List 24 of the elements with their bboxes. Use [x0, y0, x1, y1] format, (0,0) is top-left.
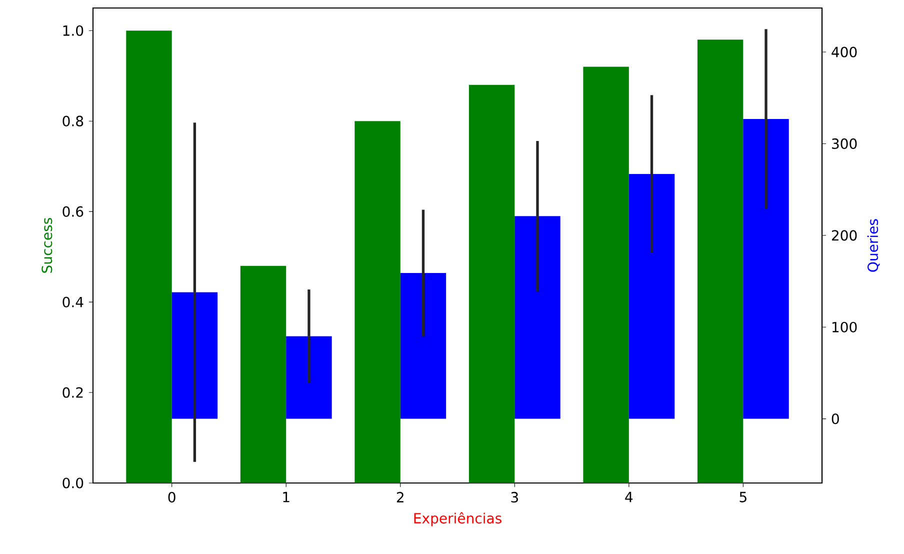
x-tick-label: 4 [625, 492, 633, 502]
bar [126, 30, 172, 483]
bar [240, 266, 286, 483]
y-tick-label: 0.0 [62, 478, 84, 488]
y-tick-label: 0.4 [62, 296, 84, 308]
y-tick-label: 0.8 [62, 116, 84, 126]
x-tick-label: 1 [283, 492, 290, 502]
y2-tick-label: 300 [832, 138, 857, 149]
y2-tick-label: 100 [832, 322, 857, 332]
x-axis-title: Experiências [414, 512, 502, 526]
y-axis-title: Success [42, 218, 52, 273]
bar [354, 121, 400, 483]
y2-axis-title: Queries [867, 219, 880, 272]
y2-tick-label: 200 [832, 230, 857, 241]
y2-tick-label: 400 [832, 46, 857, 58]
x-tick-label: 3 [511, 492, 518, 503]
y-tick-label: 0.2 [62, 387, 83, 398]
x-tick-label: 0 [168, 492, 176, 503]
x-tick-label: 5 [740, 492, 746, 502]
bar [172, 292, 218, 419]
y-tick-label: 1.0 [63, 25, 84, 36]
y-tick-label: 0.6 [62, 206, 84, 217]
y2-tick-label: 0 [832, 414, 839, 424]
x-tick-label: 2 [396, 492, 404, 502]
